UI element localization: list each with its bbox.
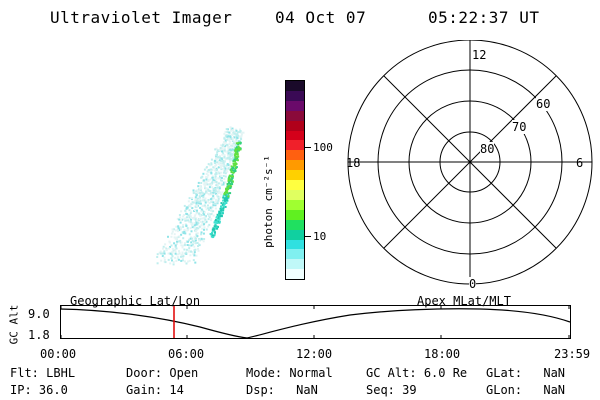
info-glat-value: NaN [543,366,566,380]
colorbar-cell [286,189,304,200]
timeline-y-min: 1.8 [28,328,50,342]
colorbar-cell [286,100,304,111]
colorbar-cell [286,110,304,121]
info-mode-value: Normal [289,366,333,380]
colorbar-cell [286,209,304,220]
info-flt: Flt: LBHL [10,366,75,380]
colorbar-cell [286,269,304,280]
colorbar-cell [286,239,304,250]
info-gain: Gain: 14 [126,383,184,397]
lat-label-70: 70 [512,120,527,134]
colorbar-unit-label: photon cm⁻²s⁻¹ [261,155,275,248]
timeline-plot [60,305,571,339]
polar-plot [347,40,593,285]
lat-label-80: 80 [480,142,495,156]
time-tick-0600: 06:00 [168,347,205,361]
mlt-label-18: 18 [346,156,361,170]
info-gcalt-value: 6.0 Re [423,366,468,380]
colorbar-cell [286,249,304,260]
colorbar-cell [286,120,304,131]
colorbar-tick-10 [305,236,311,237]
altitude-curve [60,308,571,339]
colorbar-cell [286,199,304,210]
mlt-label-6: 6 [576,156,584,170]
mlt-label-0: 0 [469,277,477,291]
colorbar-label-100: 100 [313,141,333,154]
info-ip-value: 36.0 [38,383,68,397]
info-flt-value: LBHL [46,366,76,380]
colorbar-cell [286,229,304,240]
timeline-right-title: Apex MLat/MLT [417,294,511,308]
mlt-label-12: 12 [472,48,487,62]
colorbar-cell [286,130,304,141]
info-seq-label: Seq: [366,383,395,397]
time-tick-1800: 18:00 [424,347,461,361]
info-door-label: Door: [126,366,163,380]
colorbar-tick-100 [305,147,311,148]
info-seq-value: 39 [402,383,417,397]
time-label: 05:22:37 UT [428,8,540,27]
info-gain-value: 14 [169,383,184,397]
timeline-left-title: Geographic Lat/Lon [70,294,201,308]
info-dsp-value: NaN [296,383,318,397]
date-label: 04 Oct 07 [275,8,367,27]
colorbar-cell [286,259,304,270]
time-tick-2359: 23:59 [554,347,591,361]
info-dsp-label: Dsp: [246,383,275,397]
timeline-frame [60,305,571,339]
info-seq: Seq: 39 [366,383,417,397]
info-flt-label: Flt: [10,366,39,380]
info-glat-label: GLat: [486,366,523,380]
info-gcalt: GC Alt: 6.0 Re [366,366,467,380]
colorbar-cell [286,81,304,91]
lat-label-60: 60 [536,97,551,111]
colorbar-cell [286,90,304,101]
info-ip-label: IP: [10,383,32,397]
instrument-title: Ultraviolet Imager [50,8,233,27]
colorbar-label-10: 10 [313,230,327,243]
timeline-axis-label: GC Alt [7,304,21,345]
colorbar-cell [286,219,304,230]
info-mode: Mode: Normal [246,366,333,380]
colorbar-cell [286,160,304,171]
timeline-y-max: 9.0 [28,307,50,321]
info-door-value: Open [169,366,199,380]
timeline-ticks [60,305,570,339]
time-tick-1200: 12:00 [296,347,333,361]
info-dsp: Dsp: NaN [246,383,318,397]
info-door: Door: Open [126,366,198,380]
info-gain-label: Gain: [126,383,163,397]
auroral-image [156,126,245,266]
colorbar-cell [286,170,304,181]
colorbar-cell [286,150,304,161]
info-gcalt-label: GC Alt: [366,366,417,380]
info-mode-label: Mode: [246,366,283,380]
info-ip: IP: 36.0 [10,383,68,397]
colorbar-cell [286,140,304,151]
colorbar-cell [286,180,304,190]
colorbar [285,80,305,280]
info-glon-label: GLon: [486,383,523,397]
info-glon-value: NaN [543,383,566,397]
time-tick-0000: 00:00 [40,347,77,361]
info-glat: GLat: NaN [486,366,565,380]
polar-diagonal-2 [383,75,557,249]
info-glon: GLon: NaN [486,383,565,397]
